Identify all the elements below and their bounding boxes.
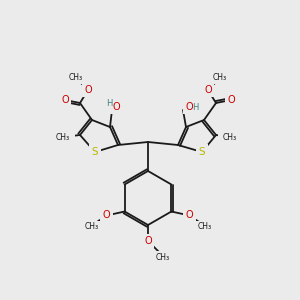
- Text: CH₃: CH₃: [85, 222, 99, 231]
- Text: O: O: [184, 209, 195, 222]
- Text: O: O: [82, 83, 94, 97]
- Text: O: O: [101, 209, 112, 222]
- Text: O: O: [186, 211, 193, 220]
- Text: O: O: [112, 102, 120, 112]
- Text: CH₃: CH₃: [152, 252, 174, 262]
- Text: S: S: [90, 145, 100, 159]
- Text: CH₃: CH₃: [197, 222, 212, 231]
- Text: O: O: [183, 100, 195, 113]
- Text: O: O: [142, 235, 154, 248]
- Text: O: O: [227, 95, 235, 105]
- Text: O: O: [110, 100, 122, 113]
- Text: S: S: [92, 147, 98, 157]
- Text: CH₃: CH₃: [56, 133, 70, 142]
- Text: O: O: [185, 102, 193, 112]
- Text: H: H: [190, 101, 200, 115]
- Text: CH₃: CH₃: [52, 132, 74, 142]
- Text: H: H: [104, 98, 114, 110]
- Text: H: H: [192, 103, 198, 112]
- Text: O: O: [61, 95, 69, 105]
- Text: CH₃: CH₃: [193, 221, 215, 232]
- Text: CH₃: CH₃: [65, 73, 87, 83]
- Text: O: O: [59, 94, 70, 106]
- Text: CH₃: CH₃: [219, 132, 241, 142]
- Text: CH₃: CH₃: [209, 73, 231, 83]
- Text: O: O: [202, 83, 214, 97]
- Text: CH₃: CH₃: [156, 253, 170, 262]
- Text: CH₃: CH₃: [213, 74, 227, 82]
- Text: CH₃: CH₃: [223, 133, 237, 142]
- Text: S: S: [199, 147, 205, 157]
- Text: CH₃: CH₃: [80, 221, 103, 232]
- Text: O: O: [204, 85, 212, 95]
- Text: CH₃: CH₃: [69, 74, 83, 82]
- Text: O: O: [225, 94, 237, 106]
- Text: O: O: [144, 236, 152, 246]
- Text: O: O: [84, 85, 92, 95]
- Text: S: S: [197, 145, 207, 159]
- Text: O: O: [103, 211, 110, 220]
- Text: H: H: [106, 100, 112, 109]
